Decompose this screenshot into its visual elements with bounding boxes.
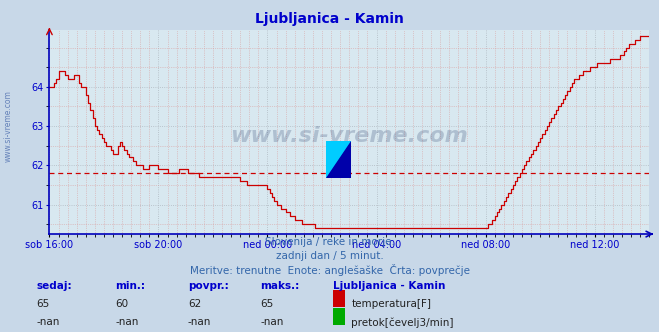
Text: Ljubljanica - Kamin: Ljubljanica - Kamin (333, 281, 445, 290)
Text: 65: 65 (36, 299, 49, 309)
Text: zadnji dan / 5 minut.: zadnji dan / 5 minut. (275, 251, 384, 261)
Text: maks.:: maks.: (260, 281, 300, 290)
Text: 65: 65 (260, 299, 273, 309)
Text: Slovenija / reke in morje.: Slovenija / reke in morje. (264, 237, 395, 247)
Text: Meritve: trenutne  Enote: anglešaške  Črta: povprečje: Meritve: trenutne Enote: anglešaške Črta… (190, 264, 469, 276)
Text: 60: 60 (115, 299, 129, 309)
Text: -nan: -nan (260, 317, 283, 327)
Text: pretok[čevelj3/min]: pretok[čevelj3/min] (351, 317, 454, 328)
Polygon shape (326, 141, 351, 178)
Text: www.si-vreme.com: www.si-vreme.com (231, 126, 468, 146)
Text: Ljubljanica - Kamin: Ljubljanica - Kamin (255, 12, 404, 26)
Text: -nan: -nan (36, 317, 59, 327)
Polygon shape (326, 141, 351, 178)
Polygon shape (326, 141, 351, 178)
Text: min.:: min.: (115, 281, 146, 290)
Text: 62: 62 (188, 299, 201, 309)
Text: povpr.:: povpr.: (188, 281, 229, 290)
Text: -nan: -nan (115, 317, 138, 327)
Text: -nan: -nan (188, 317, 211, 327)
Text: sedaj:: sedaj: (36, 281, 72, 290)
Text: www.si-vreme.com: www.si-vreme.com (3, 90, 13, 162)
Text: temperatura[F]: temperatura[F] (351, 299, 431, 309)
